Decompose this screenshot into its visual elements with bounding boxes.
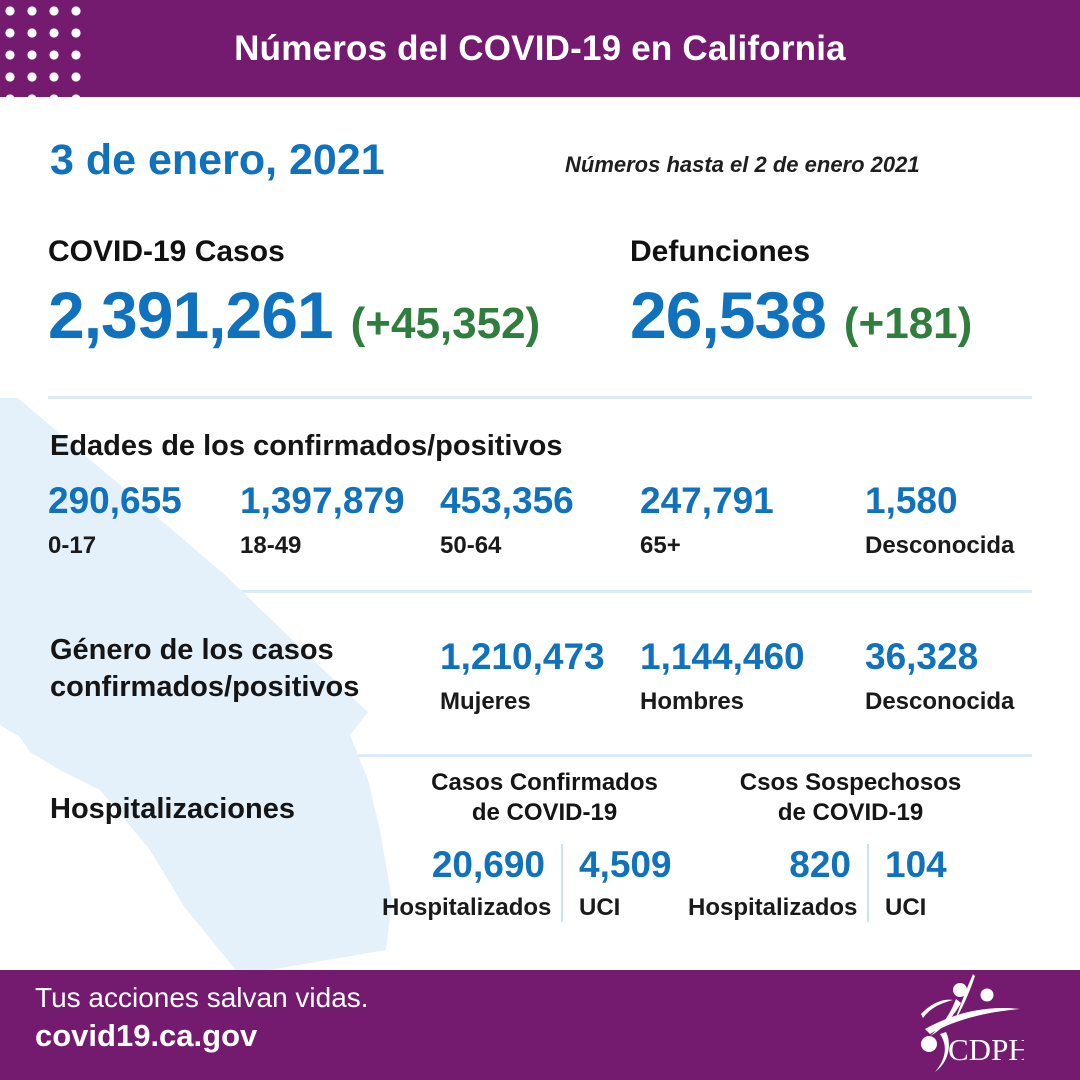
gender-group-men: 1,144,460 Hombres — [640, 636, 805, 716]
suspected-header-line2: de COVID-19 — [777, 799, 924, 826]
age-group-18-49: 1,397,879 18-49 — [240, 480, 405, 560]
confirmed-hospitalized-label: Hospitalizados — [382, 894, 552, 921]
deaths-value: 26,538 — [630, 278, 827, 352]
suspected-icu-label: UCI — [885, 894, 927, 921]
age-group-label: 0-17 — [48, 532, 97, 559]
dots-pattern-icon — [0, 0, 92, 97]
cases-value: 2,391,261 — [48, 278, 334, 352]
footer-tagline: Tus acciones salvan vidas. — [35, 982, 369, 1013]
deaths-label: Defunciones — [630, 235, 811, 268]
age-group-label: Desconocida — [865, 532, 1015, 559]
age-group-value: 247,791 — [640, 480, 774, 521]
cases-label: COVID-19 Casos — [48, 235, 285, 268]
deaths-total-block: Defunciones 26,538 (+181) — [630, 235, 972, 353]
ages-section-heading: Edades de los confirmados/positivos — [50, 430, 563, 462]
gender-group-label: Hombres — [640, 688, 745, 715]
cdph-logo-icon: CDPH — [921, 974, 1024, 1072]
section-divider — [48, 754, 1032, 757]
age-group-value: 290,655 — [48, 480, 182, 521]
footer-bar: Tus acciones salvan vidas. covid19.ca.go… — [0, 970, 1080, 1080]
age-group-label: 50-64 — [440, 532, 502, 559]
vertical-divider — [867, 844, 869, 922]
suspected-icu-stat: 104 UCI — [869, 844, 947, 922]
confirmed-header-line1: Casos Confirmados — [431, 769, 658, 796]
hospitalizations-suspected-group: Csos Sospechosos de COVID-19 820 Hospita… — [688, 768, 1013, 922]
confirmed-icu-label: UCI — [579, 894, 621, 921]
section-divider — [48, 396, 1032, 399]
age-group-label: 65+ — [640, 532, 681, 559]
confirmed-icu-stat: 4,509 UCI — [563, 844, 672, 922]
vertical-divider — [561, 844, 563, 922]
confirmed-cases-column-header: Casos Confirmados de COVID-19 — [382, 768, 707, 828]
age-group-value: 453,356 — [440, 480, 574, 521]
footer-url: covid19.ca.gov — [35, 1018, 258, 1053]
as-of-note: Números hasta el 2 de enero 2021 — [565, 152, 920, 177]
gender-group-women: 1,210,473 Mujeres — [440, 636, 605, 716]
confirmed-hospitalized-stat: 20,690 Hospitalizados — [382, 844, 561, 922]
hospitalizations-heading: Hospitalizaciones — [50, 793, 295, 825]
hospitalizations-confirmed-group: Casos Confirmados de COVID-19 20,690 Hos… — [382, 768, 707, 922]
gender-group-unknown: 36,328 Desconocida — [865, 636, 1014, 716]
section-divider — [48, 590, 1032, 593]
confirmed-header-line2: de COVID-19 — [471, 799, 618, 826]
age-group-value: 1,580 — [865, 480, 958, 521]
gender-group-value: 1,144,460 — [640, 636, 805, 677]
suspected-icu-value: 104 — [885, 844, 947, 885]
gender-section-heading: Género de los casos confirmados/positivo… — [50, 632, 359, 706]
header-bar: Números del COVID-19 en California — [0, 0, 1080, 97]
gender-group-label: Desconocida — [865, 688, 1015, 715]
gender-group-value: 1,210,473 — [440, 636, 605, 677]
gender-group-label: Mujeres — [440, 688, 531, 715]
suspected-hospitalized-label: Hospitalizados — [688, 894, 858, 921]
cdph-logo-text: CDPH — [948, 1032, 1024, 1067]
california-silhouette-graphic — [0, 398, 392, 975]
age-group-0-17: 290,655 0-17 — [48, 480, 182, 560]
suspected-hospitalized-stat: 820 Hospitalizados — [688, 844, 867, 922]
suspected-cases-column-header: Csos Sospechosos de COVID-19 — [688, 768, 1013, 828]
gender-group-value: 36,328 — [865, 636, 979, 677]
cases-delta: (+45,352) — [350, 299, 541, 348]
gender-heading-line1: Género de los casos — [50, 634, 334, 666]
cases-total-block: COVID-19 Casos 2,391,261 (+45,352) — [48, 235, 540, 353]
age-group-unknown: 1,580 Desconocida — [865, 480, 1014, 560]
deaths-delta: (+181) — [843, 299, 973, 348]
confirmed-hospitalized-value: 20,690 — [431, 844, 545, 885]
page-title: Números del COVID-19 en California — [234, 29, 846, 68]
report-date: 3 de enero, 2021 — [50, 136, 385, 184]
age-group-50-64: 453,356 50-64 — [440, 480, 574, 560]
gender-heading-line2: confirmados/positivos — [50, 671, 360, 703]
age-group-label: 18-49 — [240, 532, 302, 559]
age-group-value: 1,397,879 — [240, 480, 405, 521]
age-group-65-plus: 247,791 65+ — [640, 480, 774, 560]
confirmed-icu-value: 4,509 — [579, 844, 672, 885]
suspected-header-line1: Csos Sospechosos — [739, 769, 962, 796]
suspected-hospitalized-value: 820 — [789, 844, 851, 885]
